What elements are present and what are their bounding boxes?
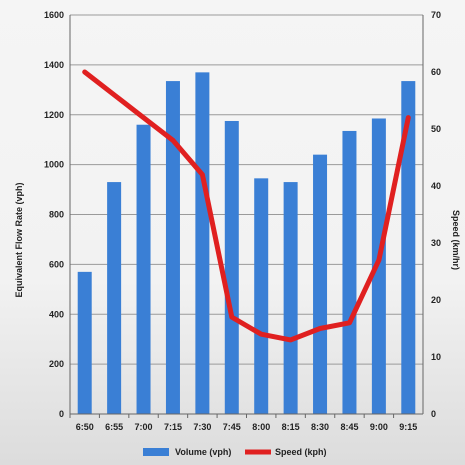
bar (313, 154, 328, 414)
bar (254, 178, 269, 414)
x-tick-label: 7:30 (193, 422, 211, 432)
y-tick-label: 1600 (44, 10, 64, 20)
x-tick-label: 9:15 (399, 422, 417, 432)
right-axis-ticks: 0 10 20 30 40 50 60 70 (431, 10, 441, 419)
legend: Volume (vph) Speed (kph) (143, 447, 327, 457)
legend-speed-label: Speed (kph) (275, 447, 327, 457)
x-tick-label: 8:45 (340, 422, 358, 432)
bar (371, 118, 386, 414)
bar (136, 124, 151, 414)
y-tick-label: 1400 (44, 60, 64, 70)
volume-bars (77, 72, 416, 414)
x-axis-ticks: 6:50 6:55 7:00 7:15 7:30 7:45 8:00 8:15 8:30 8:45… (69, 414, 417, 432)
x-tick-label: 7:00 (135, 422, 153, 432)
y2-tick-label: 30 (431, 238, 441, 248)
speed-line (82, 69, 411, 343)
y2-tick-label: 0 (431, 409, 436, 419)
y-tick-label: 0 (59, 409, 64, 419)
bar (283, 182, 298, 414)
bar (107, 182, 122, 414)
bar (165, 81, 180, 414)
bar (77, 271, 92, 414)
left-axis-ticks: 0 200 400 600 800 1000 1200 1400 1600 (44, 10, 64, 419)
y-tick-label: 800 (49, 210, 64, 220)
right-axis-title: Speed (km/hr) (451, 210, 461, 270)
y-tick-label: 200 (49, 359, 64, 369)
y2-tick-label: 40 (431, 181, 441, 191)
legend-volume-swatch (143, 448, 169, 456)
y2-tick-label: 10 (431, 352, 441, 362)
legend-volume-label: Volume (vph) (175, 447, 231, 457)
y2-tick-label: 20 (431, 295, 441, 305)
y-tick-label: 400 (49, 309, 64, 319)
x-tick-label: 6:50 (76, 422, 94, 432)
x-tick-label: 8:15 (282, 422, 300, 432)
y2-tick-label: 70 (431, 10, 441, 20)
y-tick-label: 1200 (44, 110, 64, 120)
y2-tick-label: 60 (431, 67, 441, 77)
bar (224, 120, 239, 414)
y-tick-label: 1000 (44, 160, 64, 170)
x-tick-label: 7:15 (164, 422, 182, 432)
x-tick-label: 8:30 (311, 422, 329, 432)
bar (401, 81, 416, 414)
x-tick-label: 7:45 (223, 422, 241, 432)
gridlines (70, 14, 423, 415)
left-axis-title: Equivalent Flow Rate (vph) (14, 182, 24, 297)
x-tick-label: 6:55 (105, 422, 123, 432)
x-tick-label: 8:00 (252, 422, 270, 432)
bar (195, 72, 210, 414)
x-tick-label: 9:00 (370, 422, 388, 432)
y2-tick-label: 50 (431, 124, 441, 134)
bar (342, 130, 357, 414)
y-tick-label: 600 (49, 259, 64, 269)
